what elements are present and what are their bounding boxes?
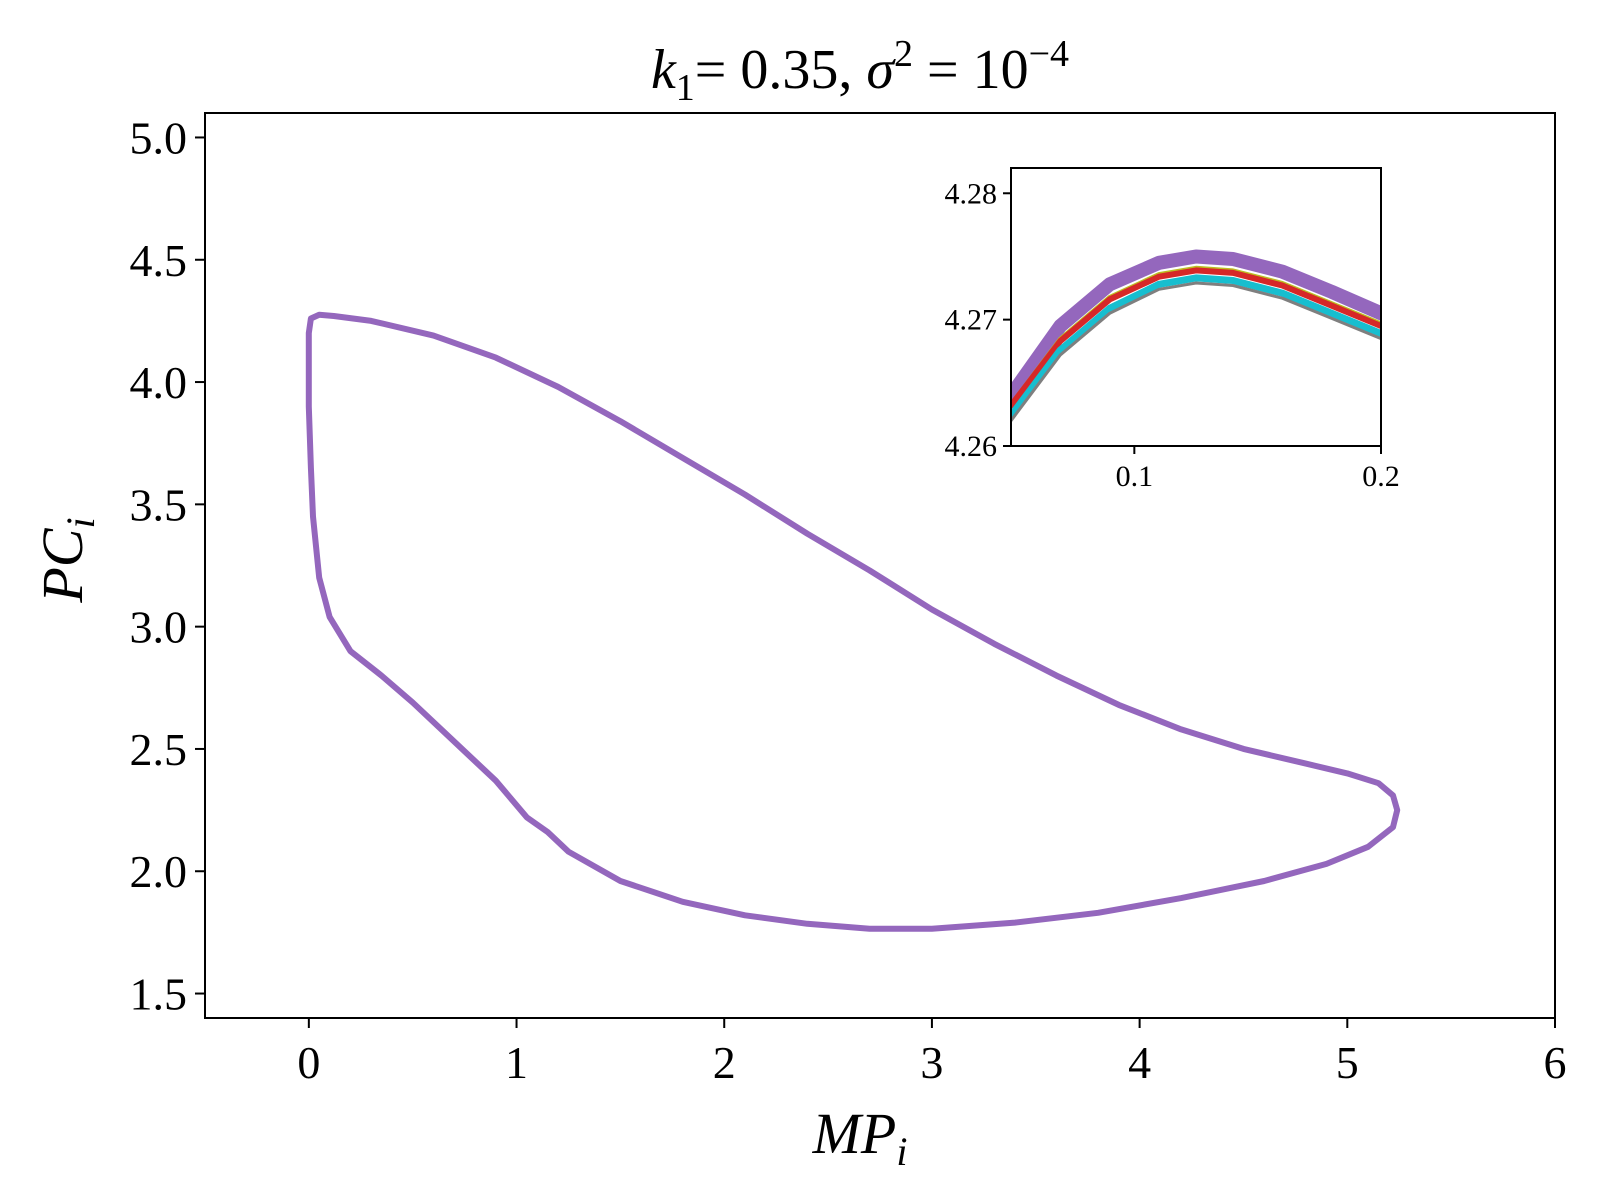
title-sigma-exponent: −4 [1029, 33, 1069, 75]
main-y-tick-label: 1.5 [130, 969, 188, 1020]
y-axis-title-main: PC [30, 527, 95, 603]
x-axis-title: MPi [812, 1101, 908, 1174]
main-series-line-0 [305, 311, 1401, 932]
title-k-subscript: 1 [676, 67, 695, 109]
main-x-tick-label: 5 [1336, 1037, 1359, 1088]
title-k-value: = 0.35, [695, 39, 867, 101]
inset-plot-frame [1010, 167, 1382, 447]
main-y-tick-label: 4.5 [130, 235, 188, 286]
inset-x-tick-label: 0.1 [1116, 460, 1154, 493]
main-x-tick-label: 2 [713, 1037, 736, 1088]
main-curves [305, 311, 1401, 932]
main-y-ticks: 1.5 2.0 2.5 3.0 3.5 4.0 4.5 5.0 [130, 112, 205, 1020]
title-sigma-value: = 10 [913, 39, 1029, 101]
x-axis-title-main: MP [812, 1101, 897, 1166]
main-x-tick-label: 3 [920, 1037, 943, 1088]
title-sigma-power: 2 [894, 33, 913, 75]
title-k-symbol: k [651, 39, 677, 101]
main-y-tick-label: 2.0 [130, 846, 188, 897]
main-y-tick-label: 2.5 [130, 724, 188, 775]
main-y-tick-label: 5.0 [130, 112, 188, 163]
inset-x-tick-label: 0.2 [1362, 460, 1400, 493]
main-x-tick-label: 0 [297, 1037, 320, 1088]
main-plot: 0 1 2 3 4 5 6 1.5 2.0 2.5 3.0 3.5 4.0 4.5 5.0 [130, 112, 1567, 1088]
inset-plot: 0.1 0.2 4.26 4.27 4.28 [945, 167, 1400, 493]
inset-series-line-4 [1011, 281, 1381, 423]
title-sigma-symbol: σ [866, 39, 896, 101]
inset-series-line-0 [1011, 249, 1381, 403]
main-y-tick-label: 4.0 [130, 357, 188, 408]
main-y-tick-label: 3.0 [130, 602, 188, 653]
main-y-tick-label: 3.5 [130, 479, 188, 530]
chart-title: k1= 0.35, σ2 = 10−4 [651, 33, 1069, 109]
inset-y-tick-label: 4.27 [945, 304, 998, 337]
x-axis-title-sub: i [896, 1129, 907, 1174]
inset-curves [1011, 249, 1381, 423]
inset-y-ticks: 4.26 4.27 4.28 [945, 177, 1011, 463]
y-axis-title-sub: i [58, 517, 103, 528]
y-axis-title: PCi [30, 517, 103, 603]
main-x-tick-label: 1 [505, 1037, 528, 1088]
inset-series-line-3 [1011, 274, 1381, 420]
inset-x-ticks: 0.1 0.2 [1116, 446, 1400, 493]
main-plot-frame [204, 112, 1556, 1019]
main-x-tick-label: 4 [1128, 1037, 1151, 1088]
inset-y-tick-label: 4.26 [945, 430, 998, 463]
inset-y-tick-label: 4.28 [945, 177, 998, 210]
main-x-ticks: 0 1 2 3 4 5 6 [297, 1018, 1567, 1088]
main-x-tick-label: 6 [1544, 1037, 1567, 1088]
inset-series-line-2 [1011, 267, 1381, 409]
